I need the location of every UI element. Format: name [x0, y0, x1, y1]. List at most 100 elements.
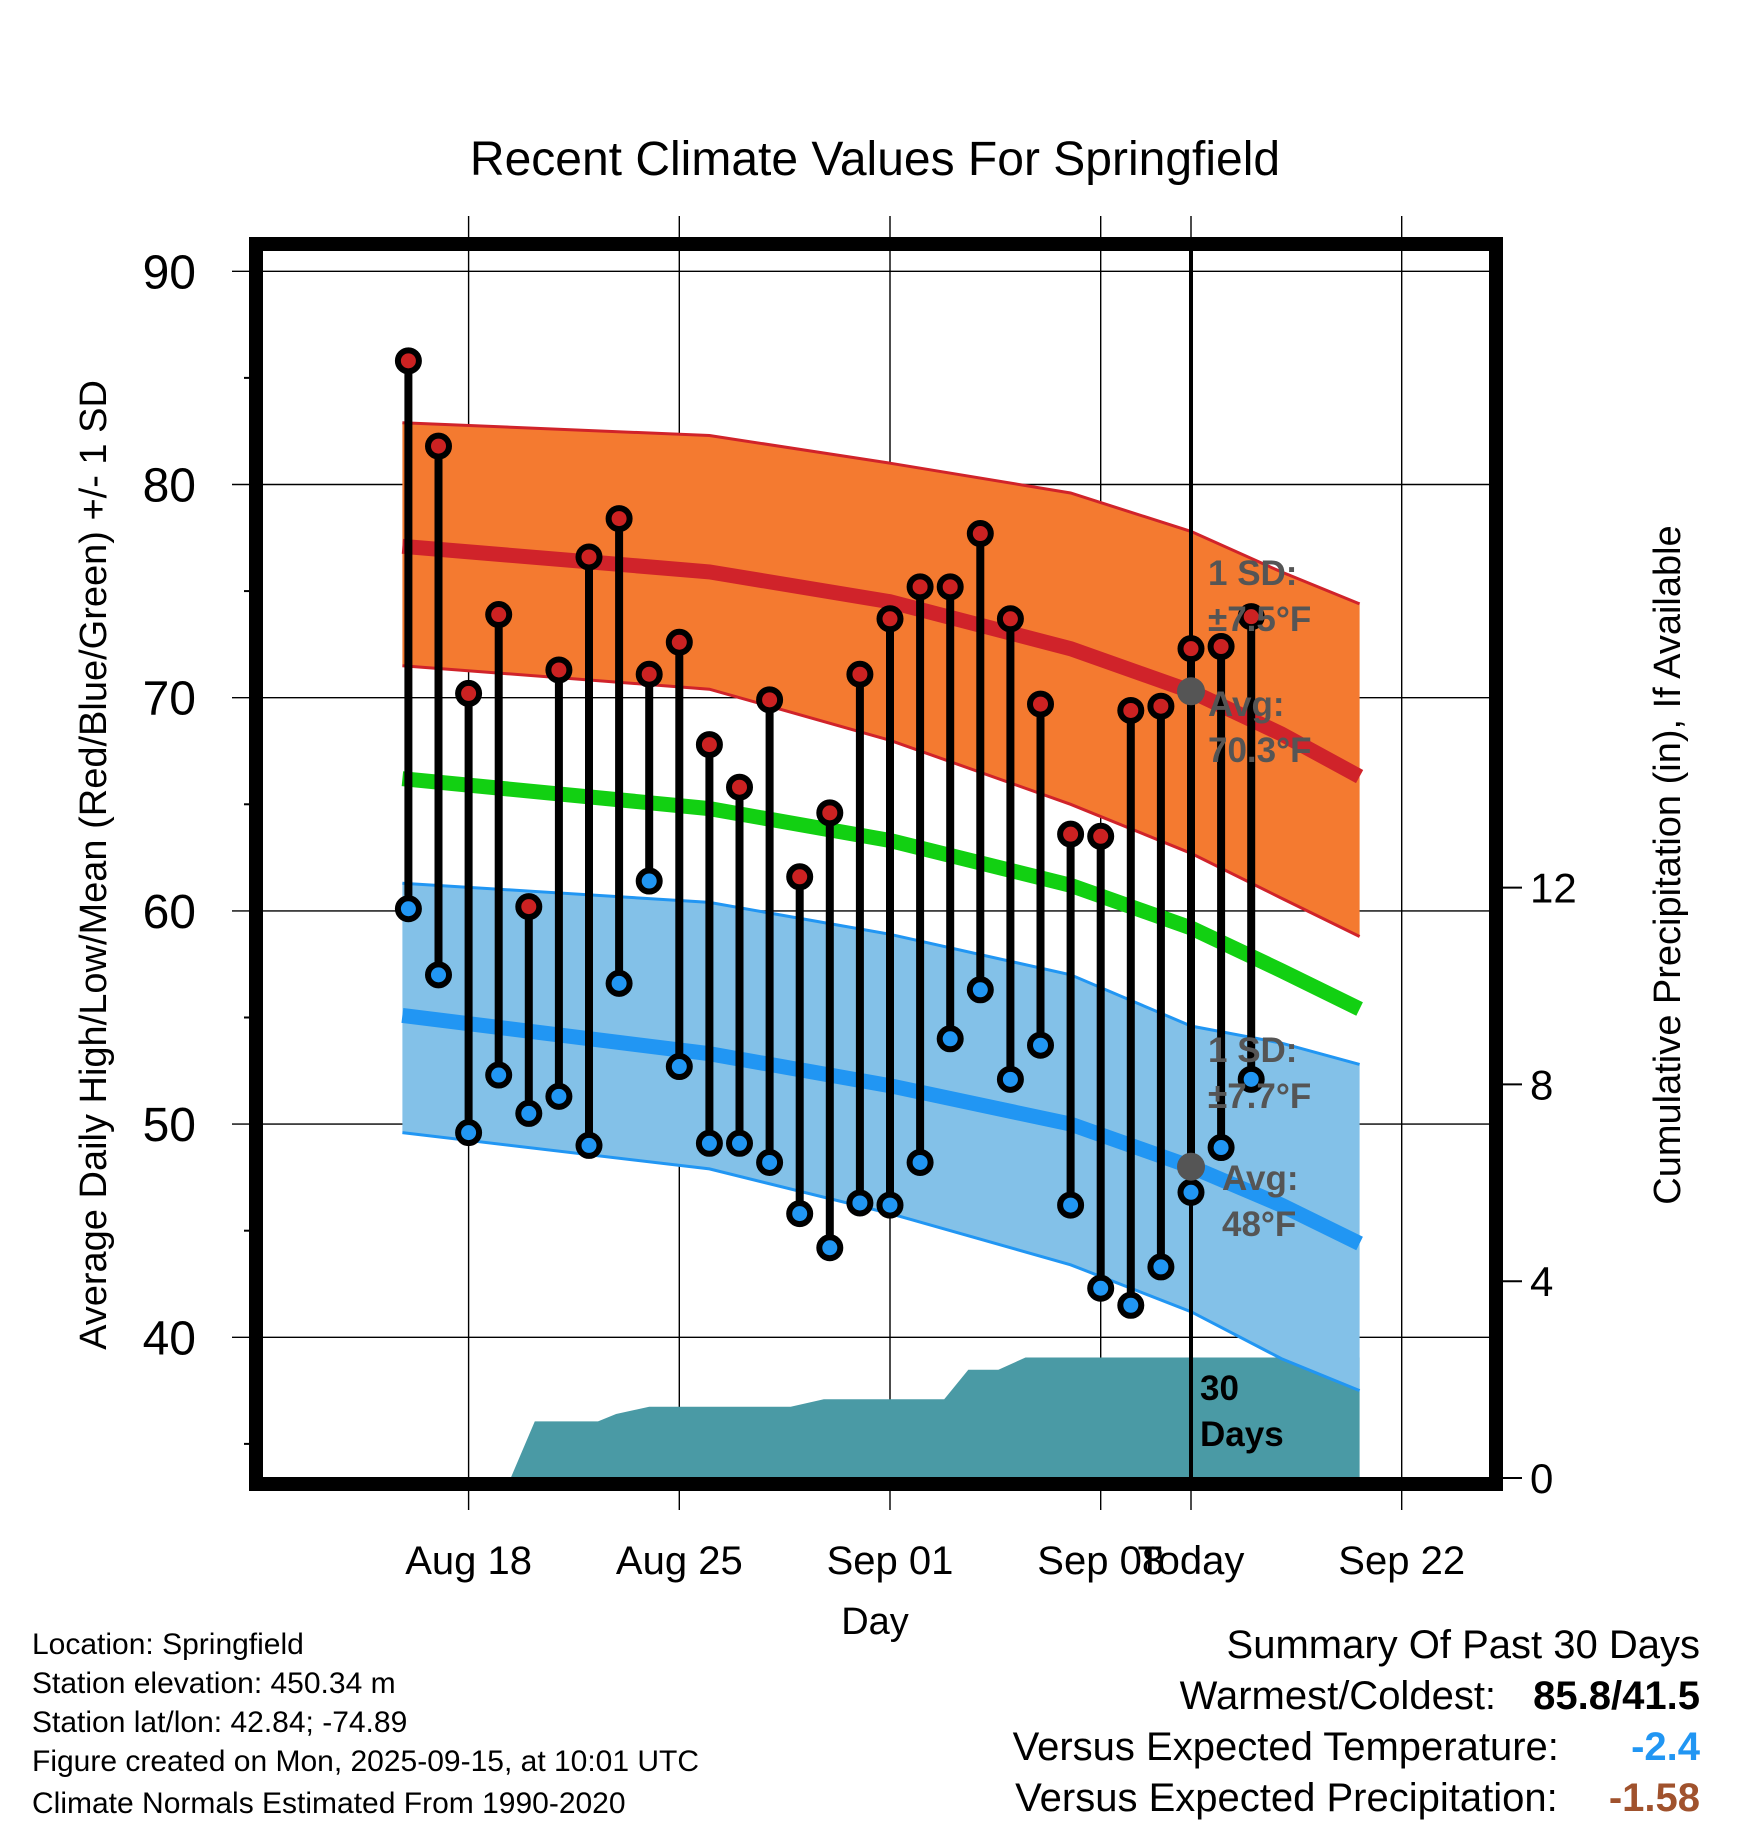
day-observation	[1207, 633, 1235, 1162]
precipitation-area	[402, 1357, 1360, 1478]
footer-created: Figure created on Mon, 2025-09-15, at 10…	[32, 1745, 700, 1778]
day-observation	[695, 731, 723, 1157]
footer-location: Location: Springfield	[32, 1628, 304, 1661]
high-marker	[545, 656, 573, 684]
annotation: Avg: 48°F	[1222, 1159, 1298, 1244]
summary-warm-cold: Warmest/Coldest: 85.8/41.5	[1180, 1676, 1700, 1716]
low-marker	[425, 961, 452, 989]
low-marker	[485, 1061, 513, 1089]
y2-tick-label: 8	[1530, 1061, 1553, 1108]
low-marker	[665, 1053, 693, 1081]
low-marker	[726, 1129, 753, 1157]
annotation-line: Avg:	[1222, 1159, 1298, 1198]
day-observation	[1087, 822, 1115, 1302]
high-marker	[786, 863, 814, 891]
day-observation	[756, 686, 784, 1176]
low-marker	[1237, 1065, 1265, 1093]
day-observation	[1057, 820, 1085, 1219]
temp-value: -2.4	[1631, 1725, 1700, 1769]
high-marker	[605, 505, 633, 533]
footer-elevation: Station elevation: 450.34 m	[32, 1667, 396, 1700]
high-marker	[394, 347, 422, 375]
high-sd-lower-edge	[402, 664, 1361, 938]
day-observation	[1027, 690, 1054, 1059]
y2-tick-label: 4	[1530, 1258, 1553, 1305]
annotation-line: 30	[1200, 1369, 1239, 1408]
low-marker	[605, 969, 633, 997]
warm-cold-value: 85.8/41.5	[1533, 1674, 1700, 1718]
day-observation	[515, 893, 543, 1127]
y-tick-label: 50	[143, 1099, 196, 1152]
high-marker	[665, 628, 693, 656]
y2-axis-label: Cumulative Precipitation (in), If Availa…	[1647, 525, 1689, 1204]
y-axis-label: Average Daily High/Low/Mean (Red/Blue/Gr…	[73, 380, 115, 1350]
low-marker	[1177, 1178, 1205, 1206]
annotation-line: 70.3°F	[1208, 731, 1312, 770]
high-marker	[1027, 690, 1054, 718]
low-marker	[575, 1131, 603, 1159]
chart-title: Recent Climate Values For Springfield	[470, 133, 1280, 186]
x-tick-label: Sep 01	[827, 1539, 954, 1583]
low-marker	[695, 1129, 723, 1157]
annotation: Avg: 70.3°F	[1208, 685, 1312, 770]
low-sd-lower-edge	[402, 1131, 1361, 1392]
low-marker	[756, 1148, 784, 1176]
today-avg-low-dot	[1177, 1152, 1205, 1181]
x-tick-label: Sep 22	[1338, 1539, 1465, 1583]
day-observation	[816, 799, 844, 1262]
plot-area	[394, 250, 1364, 1478]
low-marker	[1057, 1191, 1085, 1219]
summary-precip: Versus Expected Precipitation: -1.58	[1015, 1778, 1700, 1818]
y-tick-label: 40	[143, 1312, 196, 1365]
annotations: 1 SD: ±7.5°F Avg: 70.3°F 1 SD: ±7.7°F Avg: 48°F…	[1200, 554, 1312, 1454]
low-marker	[394, 895, 422, 923]
x-tick-label: Aug 18	[405, 1539, 532, 1583]
high-marker	[695, 731, 723, 759]
annotation-line: 1 SD:	[1208, 1031, 1297, 1070]
high-marker	[1237, 603, 1265, 631]
high-marker	[1207, 633, 1235, 661]
y-tick-label: 70	[143, 673, 196, 726]
high-marker	[1147, 692, 1175, 720]
x-tick-label: Today	[1138, 1539, 1245, 1583]
day-observation	[1117, 696, 1145, 1319]
summary-title: Summary Of Past 30 Days	[1226, 1623, 1700, 1667]
high-marker	[996, 605, 1024, 633]
x-tick-label: Aug 25	[616, 1539, 743, 1583]
annotation-line: 48°F	[1222, 1205, 1296, 1244]
daily-observations	[394, 347, 1265, 1319]
high-marker	[455, 679, 483, 707]
low-sd-band	[402, 883, 1360, 1391]
day-observation	[394, 347, 422, 923]
precip-label: Versus Expected Precipitation:	[1015, 1776, 1558, 1820]
high-sd-band	[402, 422, 1360, 937]
normal-high-line	[401, 538, 1364, 784]
high-marker	[756, 686, 784, 714]
low-marker	[635, 867, 663, 895]
day-observation	[846, 660, 874, 1217]
annotation: 1 SD: ±7.7°F	[1208, 1031, 1311, 1116]
temp-label: Versus Expected Temperature:	[1012, 1725, 1559, 1769]
annotation-line: ±7.7°F	[1208, 1077, 1311, 1116]
annotation-line: ±7.5°F	[1208, 600, 1311, 639]
day-observation	[996, 605, 1024, 1093]
high-marker	[485, 601, 513, 629]
low-marker	[1117, 1291, 1145, 1319]
plot-frame	[249, 237, 1503, 1491]
high-marker	[846, 660, 874, 688]
low-marker	[1087, 1274, 1115, 1302]
day-observation	[1237, 603, 1265, 1093]
low-marker	[876, 1191, 904, 1219]
day-observation	[545, 656, 573, 1110]
day-observation	[605, 505, 633, 997]
annotation-line: Days	[1200, 1415, 1284, 1454]
low-marker	[545, 1082, 573, 1110]
annotation-line: Avg:	[1208, 685, 1284, 724]
day-observation	[936, 573, 964, 1053]
day-observation	[455, 679, 483, 1147]
day-observation	[876, 605, 904, 1219]
high-marker	[726, 773, 753, 801]
low-marker	[1027, 1031, 1054, 1059]
y-tick-label: 80	[143, 459, 196, 512]
